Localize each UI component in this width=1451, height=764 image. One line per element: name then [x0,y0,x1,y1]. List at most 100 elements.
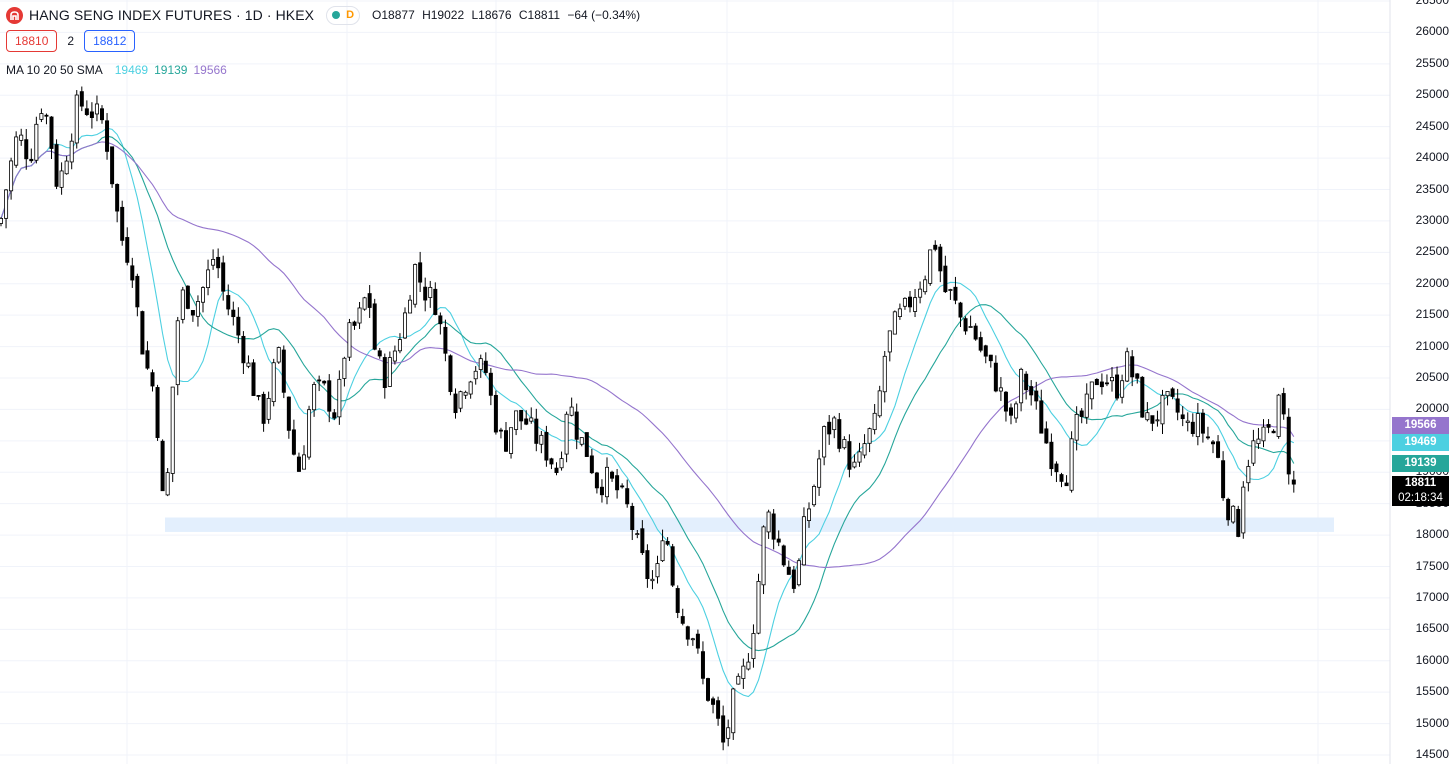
candle-down [589,455,594,474]
candle-up [74,94,79,144]
candle-down [786,566,791,575]
candle-down [584,432,589,457]
price-axis-tick: 25000 [1415,87,1449,102]
candle-down [423,286,428,301]
price-axis-tick: 23500 [1415,181,1449,196]
candle-up [948,289,953,291]
candle-up [559,458,564,469]
candle-up [468,381,473,395]
symbol-title[interactable]: HANG SENG INDEX FUTURES · 1D · HKEX [29,7,315,23]
candle-up [887,330,892,353]
candle-down [1291,479,1296,485]
candle-down [1079,410,1084,417]
candle-down [1003,391,1008,412]
price-axis-tick: 26500 [1415,0,1449,7]
candle-down [645,550,650,580]
support-zone[interactable] [165,517,1334,532]
spread-value: 2 [67,34,75,48]
candle-up [9,160,14,192]
ohlc-high: H19022 [422,8,465,22]
price-axis-tick: 22000 [1415,275,1449,290]
ohlc-values: O18877 H19022 L18676 C18811 −64 (−0.34%) [372,8,644,22]
candle-down [135,275,140,308]
candle-up [897,308,902,317]
candle-up [761,526,766,586]
candle-down [711,698,716,705]
candle-down [498,429,503,432]
indicator-name[interactable]: MA 10 20 50 SMA [6,63,103,77]
ma20-axis-badge: 19139 [1392,455,1449,472]
sell-button[interactable]: 18810 [6,30,58,52]
price-axis-tick: 17000 [1415,589,1449,604]
candle-down [382,357,387,388]
ma-line-10 [0,127,1295,698]
candle-up [514,410,519,430]
buy-button[interactable]: 18812 [84,30,136,52]
candle-down [130,265,135,281]
candle-up [180,289,185,320]
candle-down [685,626,690,640]
price-axis-tick: 24000 [1415,150,1449,165]
candle-down [377,350,382,357]
ohlc-low: L18676 [471,8,512,22]
market-open-icon [332,11,341,19]
current-price-label: 18811 02:18:34 [1392,476,1449,506]
candle-up [579,437,584,445]
candle-up [200,287,205,303]
indicator-row[interactable]: MA 10 20 50 SMA 19469 19139 19566 [6,61,233,79]
candle-up [362,297,367,310]
candle-up [408,299,413,314]
candle-down [286,396,291,431]
candle-down [963,318,968,332]
price-axis-tick: 15500 [1415,684,1449,699]
candle-up [271,362,276,403]
price-axis-tick: 23000 [1415,212,1449,227]
chart-grid [0,0,1391,764]
candle-up [0,218,4,224]
candle-down [983,345,988,357]
candle-up [812,486,817,506]
candle-up [387,357,392,387]
candle-down [1190,421,1195,434]
candle-down [1170,388,1175,397]
candle-down [706,678,711,701]
candle-down [231,309,236,318]
candle-down [1236,508,1241,537]
candle-down [594,472,599,489]
candle-up [882,355,887,393]
ma10-axis-badge: 19469 [1392,434,1449,451]
candle-down [1094,379,1099,386]
candle-up [1084,393,1089,418]
candle-up [165,472,170,496]
candle-down [1064,482,1069,487]
candle-down [488,372,493,396]
candle-up [392,350,397,362]
candle-up [307,409,312,458]
candle-down [322,380,327,384]
candle-down [110,146,115,185]
candle-down [1271,430,1276,434]
candle-up [766,511,771,533]
candle-up [650,578,655,582]
candle-down [973,325,978,340]
candle-up [1110,376,1115,382]
candle-up [175,320,180,386]
candle-up [312,384,317,411]
candle-down [296,456,301,472]
candle-down [352,321,357,326]
ohlc-close: C18811 [518,8,561,22]
candle-down [79,91,84,107]
candle-up [1165,391,1170,397]
candle-up [19,134,24,141]
candle-up [1089,381,1094,400]
candle-up [337,378,342,418]
candle-up [635,533,640,536]
candle-down [574,411,579,440]
candle-up [397,339,402,352]
candle-down [933,244,938,250]
candle-down [438,315,443,325]
market-status-pill[interactable]: D [326,5,361,25]
candle-down [1226,498,1231,521]
candle-up [276,347,281,363]
